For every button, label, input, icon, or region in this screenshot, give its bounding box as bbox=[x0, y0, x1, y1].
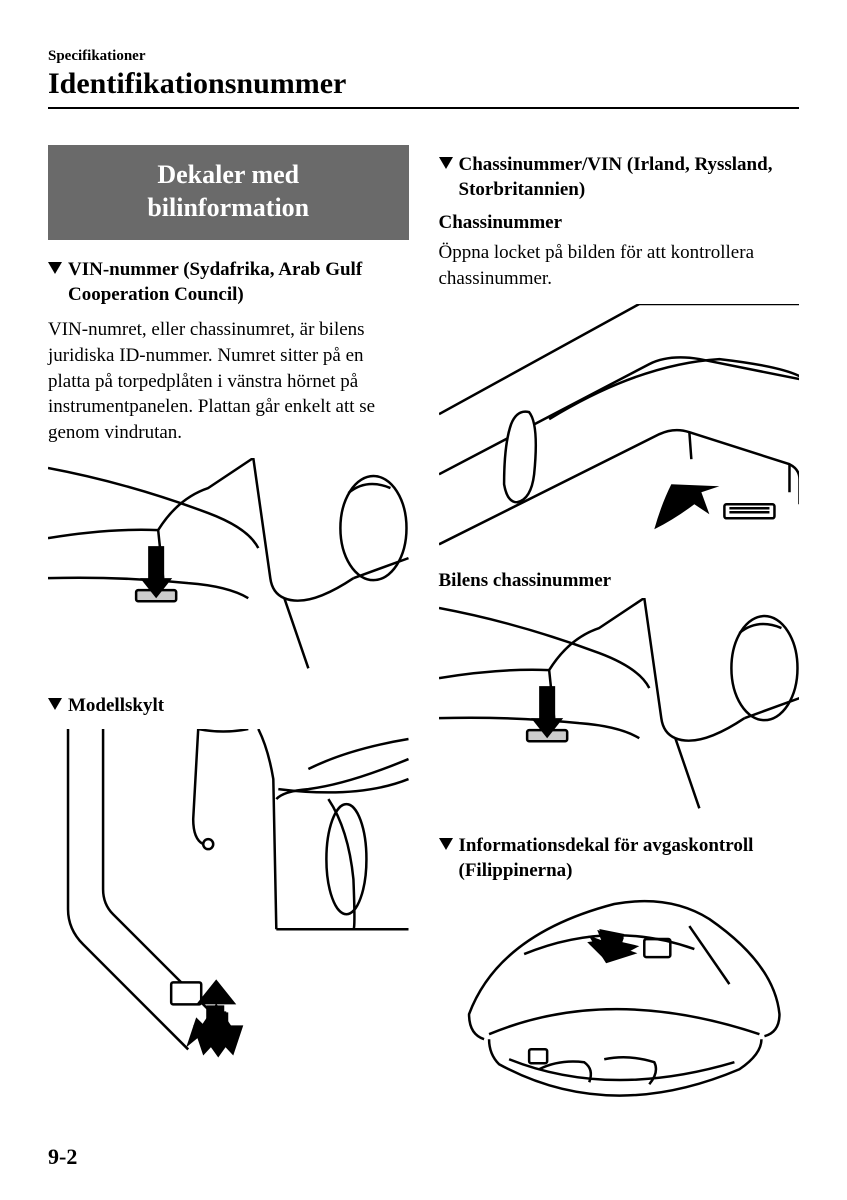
header-divider bbox=[48, 107, 799, 109]
banner-line-2: bilinformation bbox=[58, 192, 399, 225]
triangle-bullet-icon bbox=[48, 698, 62, 712]
left-column: Dekaler med bilinformation VIN-nummer (S… bbox=[48, 145, 409, 1150]
subheading-avgaskontroll-text: Informationsdekal för avgaskontroll (Fil… bbox=[459, 834, 800, 883]
content-columns: Dekaler med bilinformation VIN-nummer (S… bbox=[48, 145, 799, 1150]
subheading-chassi-vin-text: Chassinummer/VIN (Irland, Ryssland, Stor… bbox=[459, 153, 800, 202]
section-banner: Dekaler med bilinformation bbox=[48, 145, 409, 240]
subheading-avgaskontroll: Informationsdekal för avgaskontroll (Fil… bbox=[439, 834, 800, 883]
bilens-chassinummer-label: Bilens chassinummer bbox=[439, 570, 800, 592]
right-column: Chassinummer/VIN (Irland, Ryssland, Stor… bbox=[439, 145, 800, 1150]
subheading-modellskylt-text: Modellskylt bbox=[68, 694, 164, 719]
page-title: Identifikationsnummer bbox=[48, 67, 799, 101]
chassinummer-label: Chassinummer bbox=[439, 212, 800, 234]
figure-under-seat bbox=[439, 304, 800, 554]
subheading-chassi-vin: Chassinummer/VIN (Irland, Ryssland, Stor… bbox=[439, 153, 800, 202]
figure-vin-windshield bbox=[48, 458, 409, 678]
vin-body-text: VIN-numret, eller chassinumret, är bilen… bbox=[48, 317, 409, 445]
subheading-modellskylt: Modellskylt bbox=[48, 694, 409, 719]
chassinummer-body: Öppna locket på bilden för att kontrolle… bbox=[439, 240, 800, 291]
triangle-bullet-icon bbox=[48, 262, 62, 276]
page-number: 9-2 bbox=[48, 1144, 77, 1170]
subheading-vin: VIN-nummer (Sydafrika, Arab Gulf Coopera… bbox=[48, 258, 409, 307]
header-section-label: Specifikationer bbox=[48, 48, 799, 65]
triangle-bullet-icon bbox=[439, 838, 453, 852]
figure-windshield-chassi bbox=[439, 598, 800, 818]
figure-model-plate bbox=[48, 729, 409, 1059]
subheading-vin-text: VIN-nummer (Sydafrika, Arab Gulf Coopera… bbox=[68, 258, 409, 307]
triangle-bullet-icon bbox=[439, 157, 453, 171]
figure-hood-emission bbox=[439, 894, 800, 1134]
banner-line-1: Dekaler med bbox=[58, 159, 399, 192]
